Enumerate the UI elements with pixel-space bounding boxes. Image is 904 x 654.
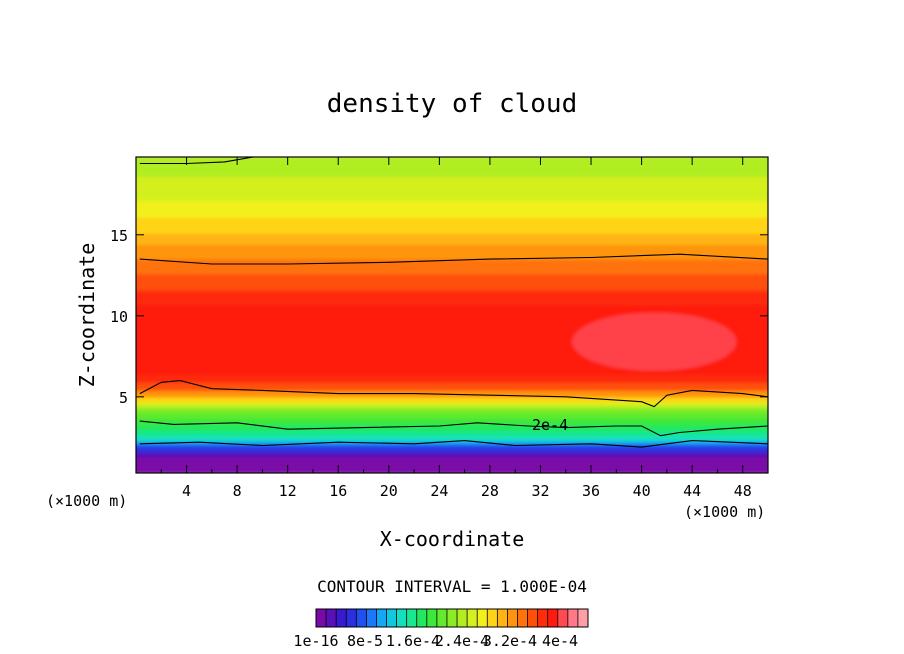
peak-region [572, 312, 737, 371]
contour-band [136, 444, 768, 450]
y-tick-label: 10 [110, 308, 128, 326]
contour-band [136, 259, 768, 277]
x-tick-label: 44 [683, 482, 701, 500]
contour-band [136, 177, 768, 204]
x-tick-label: 28 [481, 482, 499, 500]
colorbar-label: 3.2e-4 [483, 632, 537, 650]
colorbar-cell [467, 609, 478, 627]
contour-band [136, 447, 768, 455]
colorbar-cell [446, 609, 458, 627]
contour-band [136, 201, 768, 220]
y-axis-label: Z-coordinate [75, 243, 99, 388]
colorbar-cell [567, 609, 579, 627]
contour-band [136, 425, 768, 434]
y-tick-label: 15 [110, 227, 128, 245]
contour-band [136, 418, 768, 428]
colorbar-cell [346, 609, 357, 627]
y-axis-ticks: 5 10 15 [110, 227, 768, 407]
contour-band [136, 452, 768, 460]
contour-label: 2e-4 [532, 416, 568, 434]
colorbar-cell [336, 609, 347, 627]
colorbar-cell [326, 609, 337, 627]
contour-band [136, 382, 768, 393]
contour-field [136, 157, 768, 473]
x-unit-right: (×1000 m) [684, 503, 765, 521]
contour-band [136, 374, 768, 385]
colorbar-labels: 1e-16 8e-5 1.6e-42.4e-43.2e-4 4e-4 [293, 632, 578, 650]
x-tick-label: 12 [279, 482, 297, 500]
contour-band [136, 233, 768, 248]
x-tick-label: 32 [531, 482, 549, 500]
contour-band [136, 397, 768, 405]
colorbar-cell [527, 609, 538, 627]
colorbar-label: 4e-4 [542, 632, 578, 650]
x-tick-label: 8 [233, 482, 242, 500]
colorbar-cell [406, 609, 418, 627]
contour-lines [139, 157, 768, 448]
colorbar-cell [366, 609, 377, 627]
contour-line-mid [139, 380, 768, 408]
colorbar-cell [356, 609, 367, 627]
colorbar-cell [487, 609, 498, 627]
colorbar-label: 2.4e-4 [435, 632, 489, 650]
colorbar-cell [316, 609, 327, 627]
x-axis-label: X-coordinate [380, 527, 525, 551]
colorbar-cell [507, 609, 518, 627]
colorbar-cell [436, 609, 448, 627]
colorbar-cell [376, 609, 387, 627]
colorbar-cell [547, 609, 559, 627]
x-tick-label: 4 [182, 482, 191, 500]
colorbar-label: 1.6e-4 [386, 632, 440, 650]
x-tick-label: 16 [329, 482, 347, 500]
contour-line-upper [139, 253, 768, 265]
colorbar-cell [416, 609, 428, 627]
contour-band [136, 436, 768, 444]
x-tick-label: 20 [380, 482, 398, 500]
contour-band [136, 290, 768, 308]
contour-band [136, 157, 768, 180]
x-tick-label: 36 [582, 482, 600, 500]
contour-band [136, 412, 768, 421]
y-tick-label: 5 [119, 389, 128, 407]
colorbar-cell [517, 609, 528, 627]
contour-line-top [139, 157, 257, 165]
colorbar-cell [477, 609, 488, 627]
colorbar-cell [396, 609, 407, 627]
colorbar-cell [457, 609, 468, 627]
contour-band [136, 402, 768, 410]
contour-band [136, 217, 768, 236]
colorbar-frame [315, 608, 589, 628]
contour-band [136, 407, 768, 415]
colorbar-cell [386, 609, 397, 627]
contour-band [136, 457, 768, 473]
contour-band [136, 431, 768, 439]
colorbar-cell [577, 609, 589, 627]
colorbar-cell [426, 609, 438, 627]
contour-interval: CONTOUR INTERVAL = 1.000E-04 [317, 577, 587, 596]
x-unit-left: (×1000 m) [46, 492, 127, 510]
contour-band [136, 441, 768, 447]
x-axis-ticks: 4 8 12 16 20 24 28 32 36 40 44 48 [160, 157, 752, 500]
colorbar-label: 8e-5 [347, 632, 383, 650]
colorbar-cell [537, 609, 549, 627]
colorbar-cell [557, 609, 569, 627]
contour-band [136, 390, 768, 400]
contour-band [136, 245, 768, 262]
x-tick-label: 24 [430, 482, 448, 500]
contour-line-base [139, 440, 768, 448]
colorbar [315, 608, 589, 628]
x-tick-label: 48 [734, 482, 752, 500]
contour-band [136, 274, 768, 293]
colorbar-cell [497, 609, 508, 627]
contour-line-lower [139, 420, 768, 437]
plot-frame [135, 156, 769, 474]
x-tick-label: 40 [633, 482, 651, 500]
colorbar-label: 1e-16 [293, 632, 338, 650]
chart-title: density of cloud [327, 89, 577, 119]
